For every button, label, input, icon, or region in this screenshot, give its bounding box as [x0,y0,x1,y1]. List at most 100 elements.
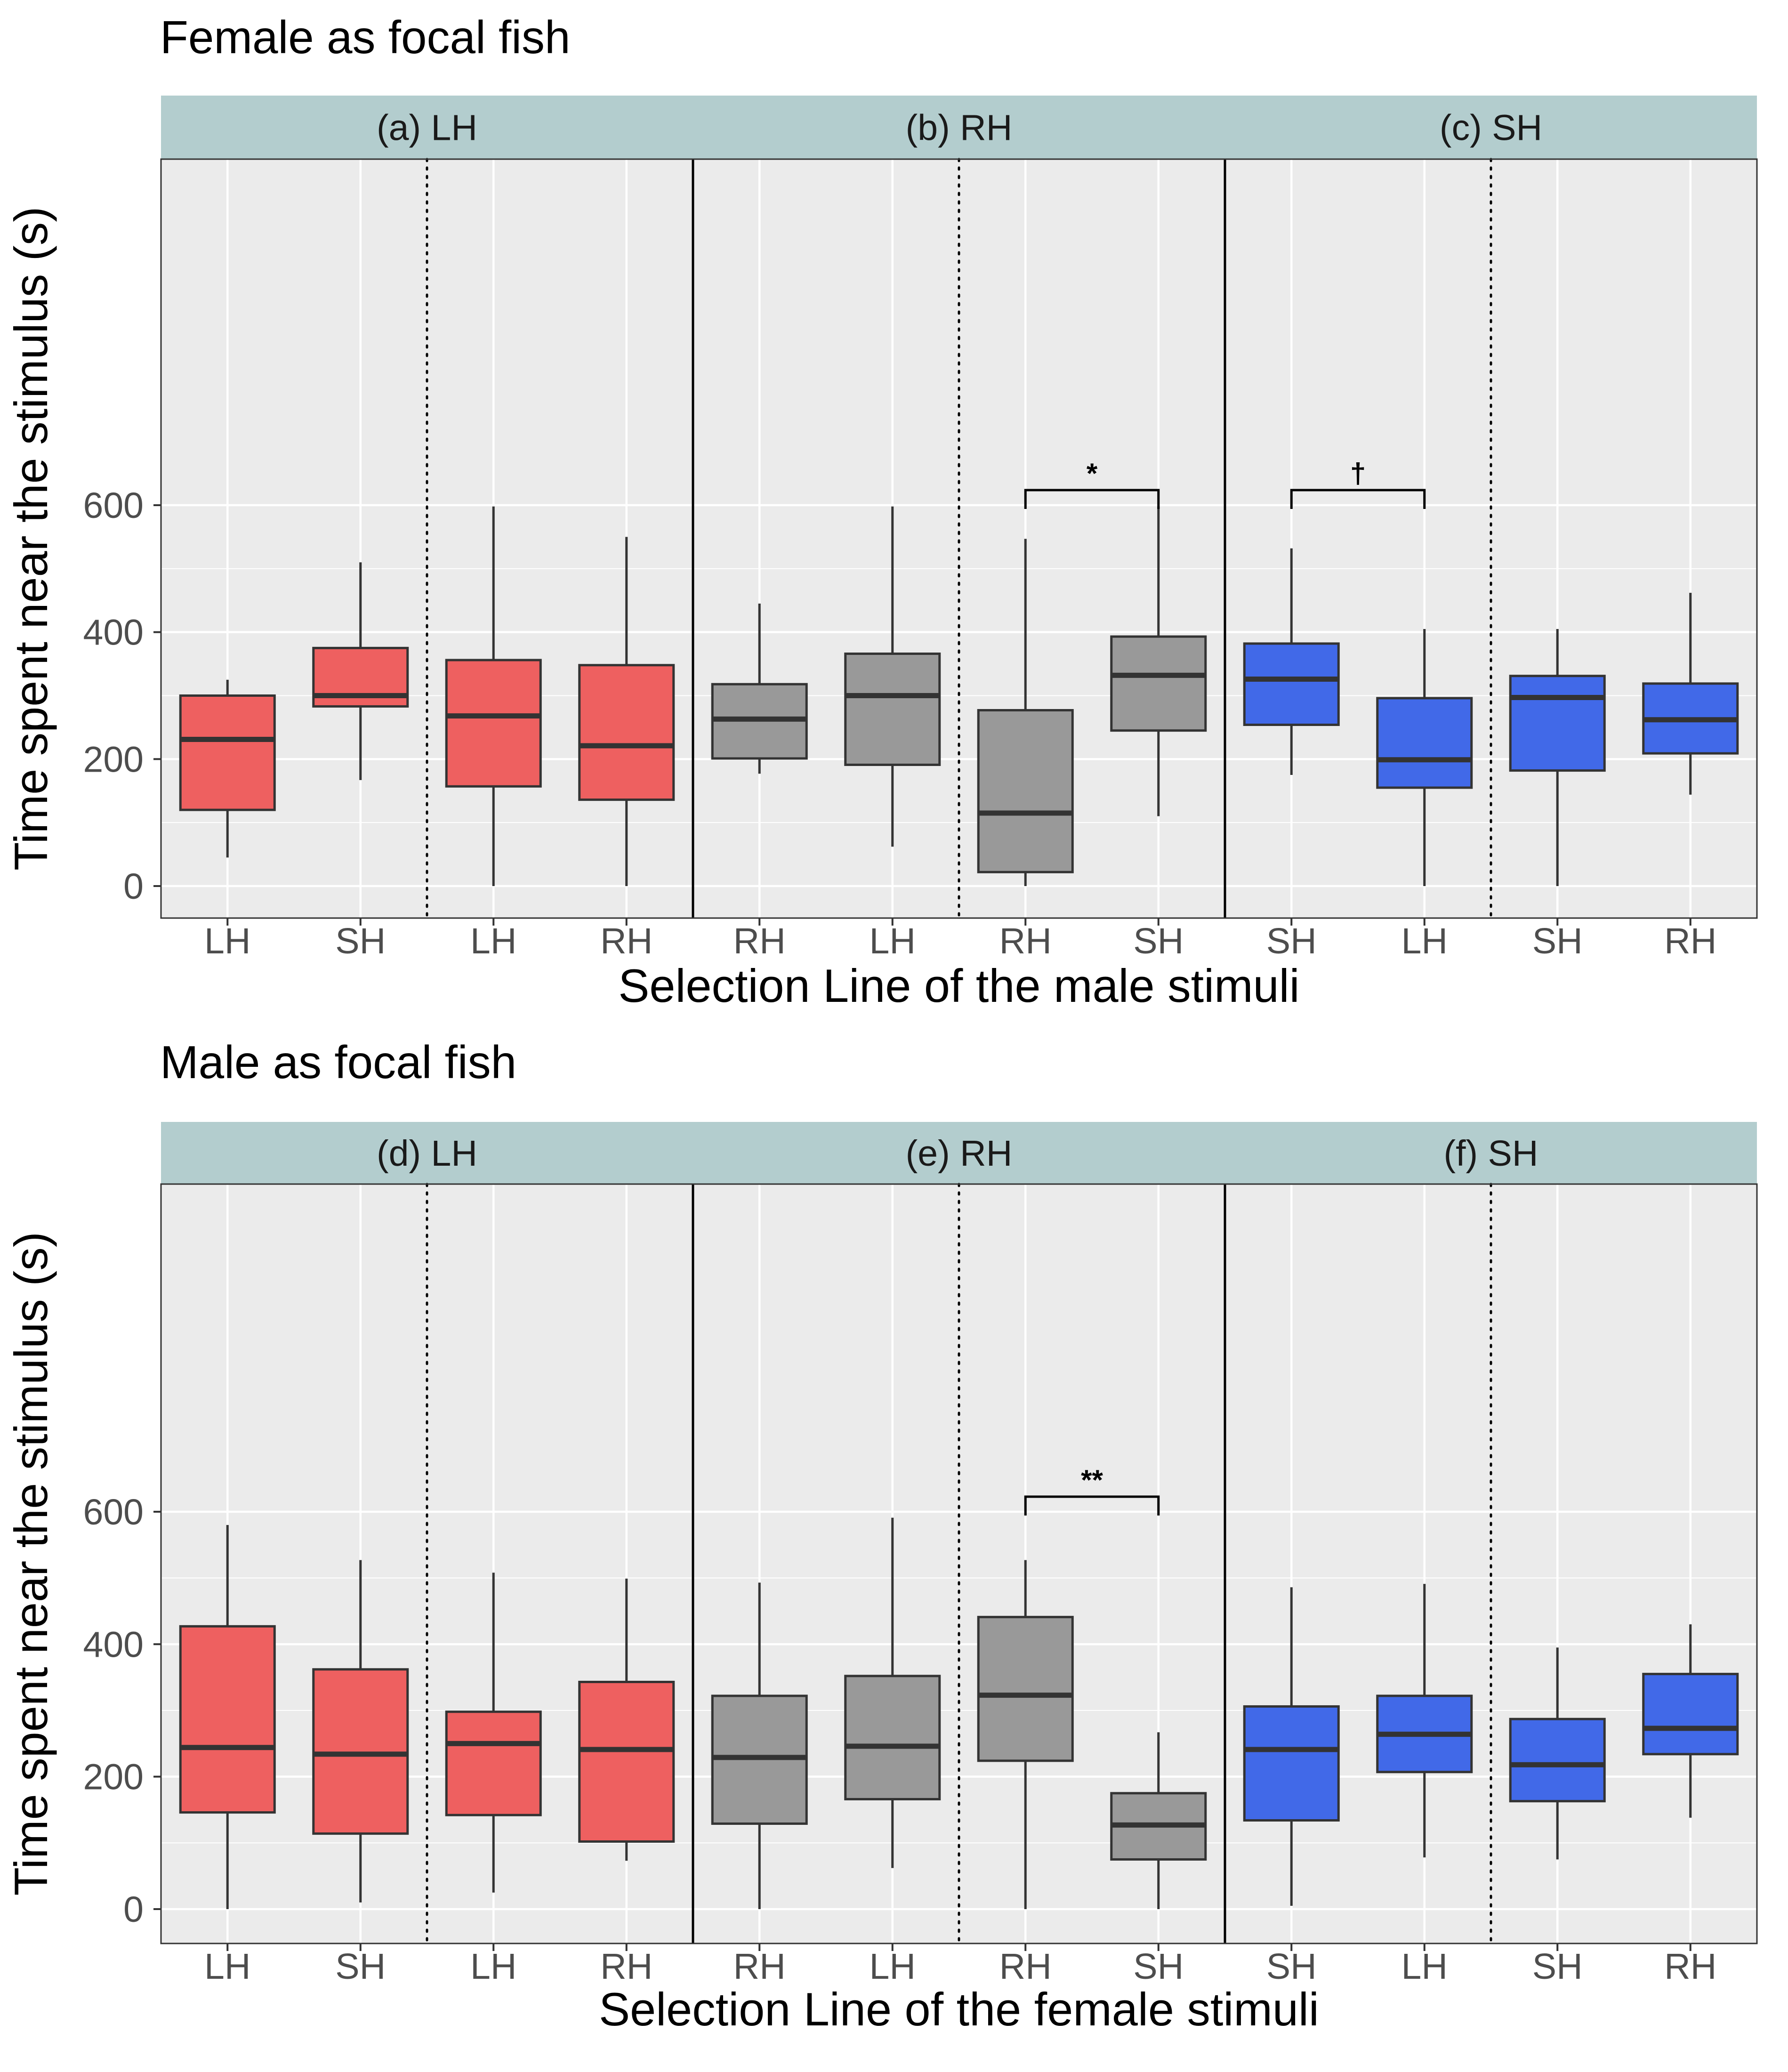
box-RH [711,604,808,774]
box-LH [445,506,542,886]
y-tick-label: 600 [83,485,144,526]
x-tick-label: SH [1133,921,1184,961]
x-tick-label: RH [600,1946,652,1987]
box-iqr [179,1625,276,1814]
x-tick-label: SH [1532,921,1583,961]
box-SH [1110,1732,1207,1909]
chart-1: Female as focal fish Time spent near the … [5,11,1758,1012]
plot-border [160,1183,1758,1944]
box-RH [711,1582,808,1909]
significance-label: † [1350,458,1366,489]
significance-bracket [1024,1495,1160,1516]
box-iqr [445,1710,542,1816]
panel-2: (b) RH * RH LH RH SH [693,96,1225,961]
y-tick-label: 400 [83,613,144,653]
y-tick-label: 600 [83,1492,144,1532]
box-iqr [578,664,675,801]
significance-bracket [1290,489,1426,509]
chart-title: Female as focal fish [160,11,570,63]
box-RH [1642,1624,1739,1818]
x-tick-label: RH [600,921,652,961]
x-tick-label: LH [204,1946,250,1987]
y-tick-label: 0 [123,866,144,907]
x-tick-label: RH [733,921,786,961]
box-iqr [844,653,941,766]
x-tick-label: RH [999,1946,1052,1987]
x-tick-label: RH [1664,921,1716,961]
box-iqr [844,1675,941,1800]
x-tick-label: SH [335,1946,386,1987]
box-iqr [1243,1705,1340,1822]
x-tick-label: SH [335,921,386,961]
box-SH [312,1560,409,1903]
box-LH [179,679,276,858]
x-tick-label: SH [1133,1946,1184,1987]
panel-strip-label: (c) SH [1440,108,1542,148]
panel-strip [1225,96,1757,159]
box-iqr [578,1681,675,1843]
panel-strip [693,96,1225,159]
x-tick-label: RH [733,1946,786,1987]
x-tick-label: SH [1266,1946,1317,1987]
x-tick-label: LH [870,1946,916,1987]
box-iqr [179,694,276,811]
box-iqr [1642,1673,1739,1756]
x-tick-label: RH [999,921,1052,961]
significance-bracket [1024,489,1160,509]
x-axis-title: Selection Line of the female stimuli [599,1983,1319,2035]
x-tick-label: LH [1401,1946,1448,1987]
box-RH [977,539,1074,886]
box-LH [844,1517,941,1868]
chart-2: Male as focal fish Time spent near the st… [5,1036,1758,2035]
box-SH [1243,548,1340,775]
panel-3: (f) SH SH LH SH RH [1225,1122,1757,1987]
plot-border [160,158,1758,919]
box-SH [1509,1647,1606,1860]
x-axis-title: Selection Line of the male stimuli [618,959,1299,1012]
y-tick-label: 400 [83,1624,144,1665]
significance-label: * [1087,458,1098,489]
box-RH [1642,593,1739,795]
box-iqr [312,1668,409,1835]
x-tick-label: LH [204,921,250,961]
panel-1: (a) LH LH SH LH RH [161,96,693,961]
box-SH [1243,1587,1340,1906]
box-SH [312,562,409,780]
panel-strip-label: (a) LH [377,108,477,148]
significance-label: ** [1081,1464,1103,1496]
box-iqr [1110,635,1207,732]
panel-2: (e) RH ** RH LH RH SH [693,1122,1225,1987]
y-axis-title: Time spent near the stimulus (s) [5,1232,57,1895]
box-iqr [1376,697,1473,789]
box-SH [1509,629,1606,886]
panel-strip-label: (f) SH [1443,1133,1538,1174]
panel-3: (c) SH † SH LH SH RH [1225,96,1757,961]
chart-title: Male as focal fish [160,1036,516,1088]
box-iqr [1509,1717,1606,1803]
y-tick-label: 200 [83,1757,144,1798]
box-RH [578,537,675,886]
box-iqr [445,659,542,788]
box-LH [1376,629,1473,886]
x-tick-label: LH [470,1946,516,1987]
x-tick-label: SH [1266,921,1317,961]
box-RH [578,1579,675,1861]
box-iqr [977,709,1074,873]
box-LH [1376,1584,1473,1858]
x-tick-label: RH [1664,1946,1716,1987]
y-axis-title: Time spent near the stimulus (s) [5,207,57,871]
panel-strip-label: (d) LH [377,1133,477,1174]
panel-1: (d) LH LH SH LH RH [161,1122,693,1987]
panel-strip-label: (e) RH [906,1133,1013,1174]
panel-strip [161,1122,693,1184]
x-tick-label: LH [870,921,916,961]
y-tick-label: 200 [83,739,144,780]
box-iqr [1509,675,1606,772]
y-tick-label: 0 [123,1889,144,1930]
x-tick-label: LH [470,921,516,961]
box-iqr [977,1616,1074,1762]
box-LH [844,506,941,847]
panel-strip-label: (b) RH [906,108,1013,148]
panel-strip [1225,1122,1757,1184]
